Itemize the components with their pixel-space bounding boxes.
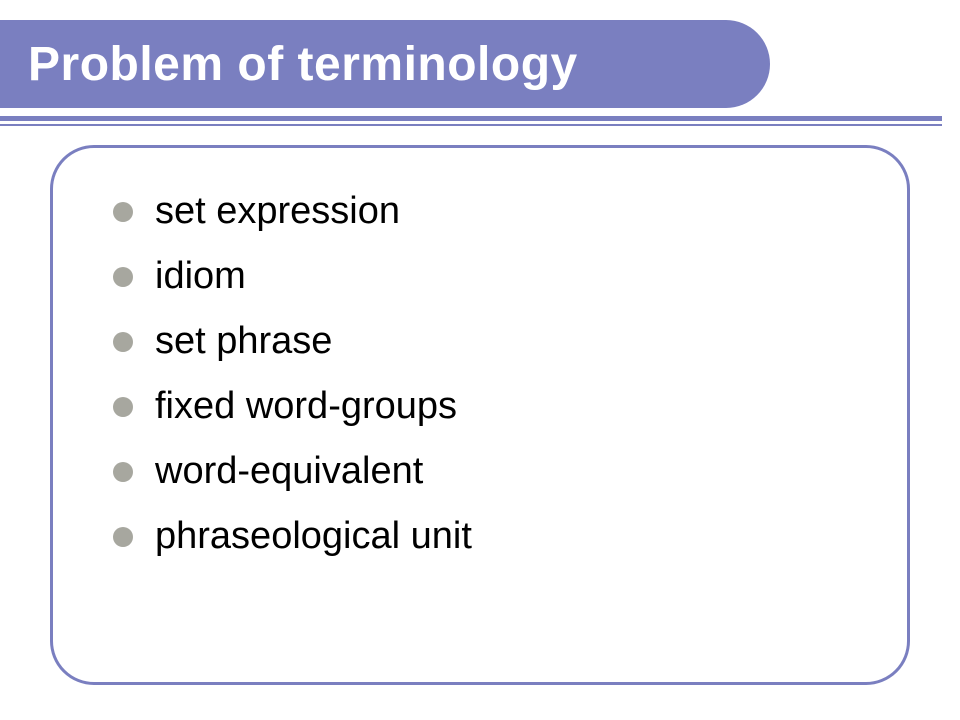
bullet-icon [113, 202, 133, 222]
list-item: phraseological unit [113, 515, 877, 558]
list-item: fixed word-groups [113, 385, 877, 428]
list-item-label: set phrase [155, 320, 332, 363]
list-item-label: set expression [155, 190, 400, 233]
underline-thin [0, 124, 942, 126]
list-item-label: fixed word-groups [155, 385, 457, 428]
list-item: idiom [113, 255, 877, 298]
bullet-icon [113, 462, 133, 482]
list-item: word-equivalent [113, 450, 877, 493]
title-bar: Problem of terminology [0, 20, 770, 108]
list-item-label: idiom [155, 255, 246, 298]
list-item-label: phraseological unit [155, 515, 472, 558]
slide-title: Problem of terminology [28, 37, 578, 92]
list-item: set expression [113, 190, 877, 233]
bullet-icon [113, 332, 133, 352]
bullet-icon [113, 267, 133, 287]
list-item: set phrase [113, 320, 877, 363]
bullet-icon [113, 397, 133, 417]
underline-thick [0, 116, 942, 121]
title-underline [0, 116, 960, 126]
list-item-label: word-equivalent [155, 450, 423, 493]
bullet-list: set expression idiom set phrase fixed wo… [113, 190, 877, 558]
content-box: set expression idiom set phrase fixed wo… [50, 145, 910, 685]
bullet-icon [113, 527, 133, 547]
